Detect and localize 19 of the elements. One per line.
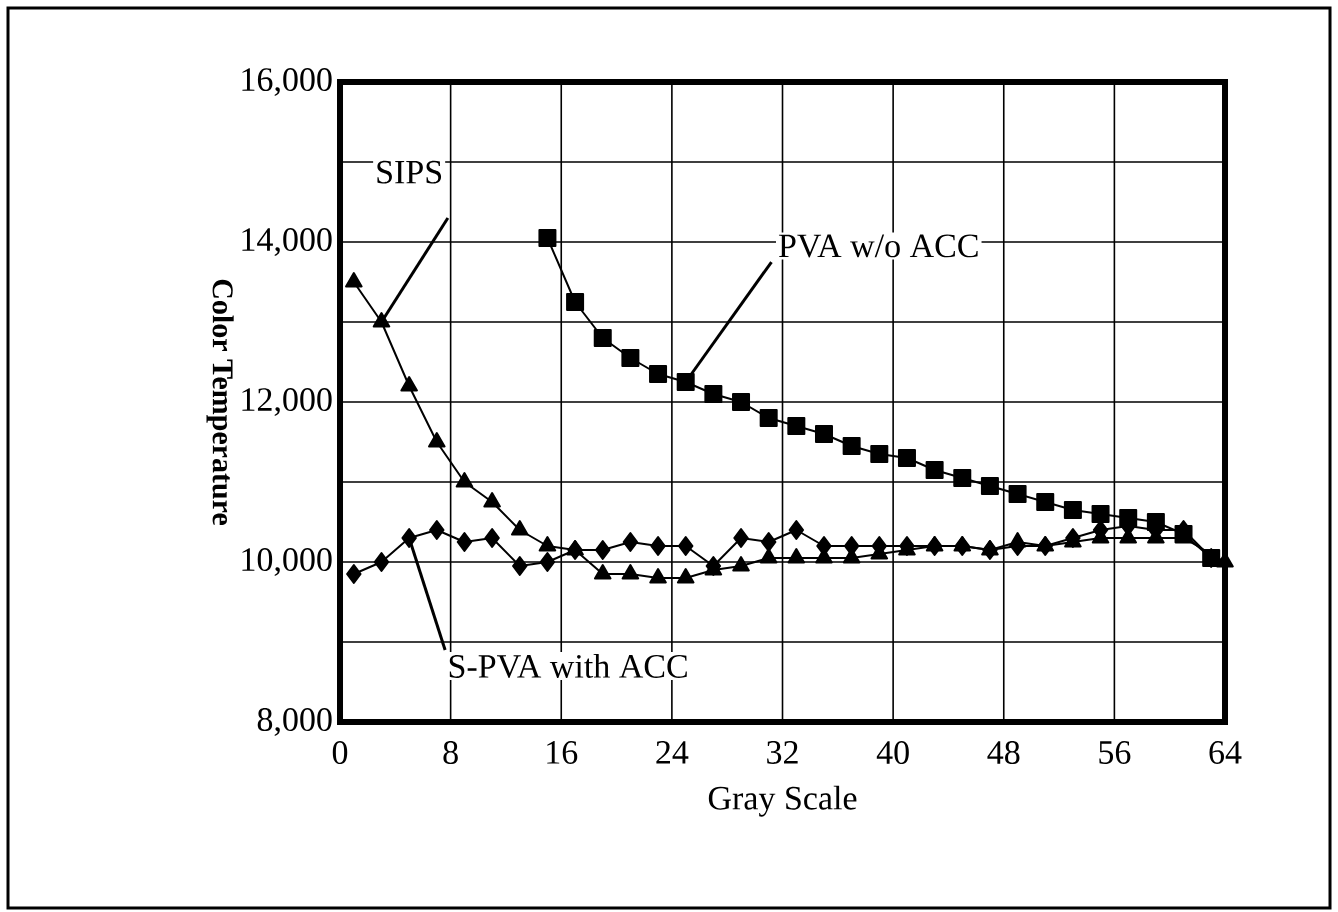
x-tick-label: 0 bbox=[332, 741, 348, 765]
y-tick-label: 12,000 bbox=[242, 388, 332, 416]
x-tick-label: 64 bbox=[1209, 741, 1242, 764]
text: SIPS bbox=[377, 160, 442, 184]
y-tick-label: 14,000 bbox=[242, 228, 332, 256]
x-tick-label: 24 bbox=[656, 741, 689, 764]
x-tick-label: 16 bbox=[547, 741, 578, 764]
text: S-PVA with ACC bbox=[449, 653, 687, 679]
x-tick-label: 48 bbox=[987, 741, 1020, 765]
x-tick-label: 8 bbox=[443, 741, 458, 765]
y-tick-label: 16,000 bbox=[242, 68, 332, 96]
x-axis-title: Gray Scale bbox=[708, 785, 857, 817]
y-tick-label: 8,000 bbox=[257, 708, 332, 736]
y-tick-label: 10,000 bbox=[242, 548, 332, 576]
x-tick-label: 40 bbox=[876, 741, 909, 765]
x-tick-label: 32 bbox=[767, 741, 798, 764]
text: PVA w/o ACC bbox=[778, 234, 978, 258]
x-tick-label: 56 bbox=[1099, 741, 1131, 764]
y-axis-title: Color Temperature bbox=[206, 279, 234, 525]
